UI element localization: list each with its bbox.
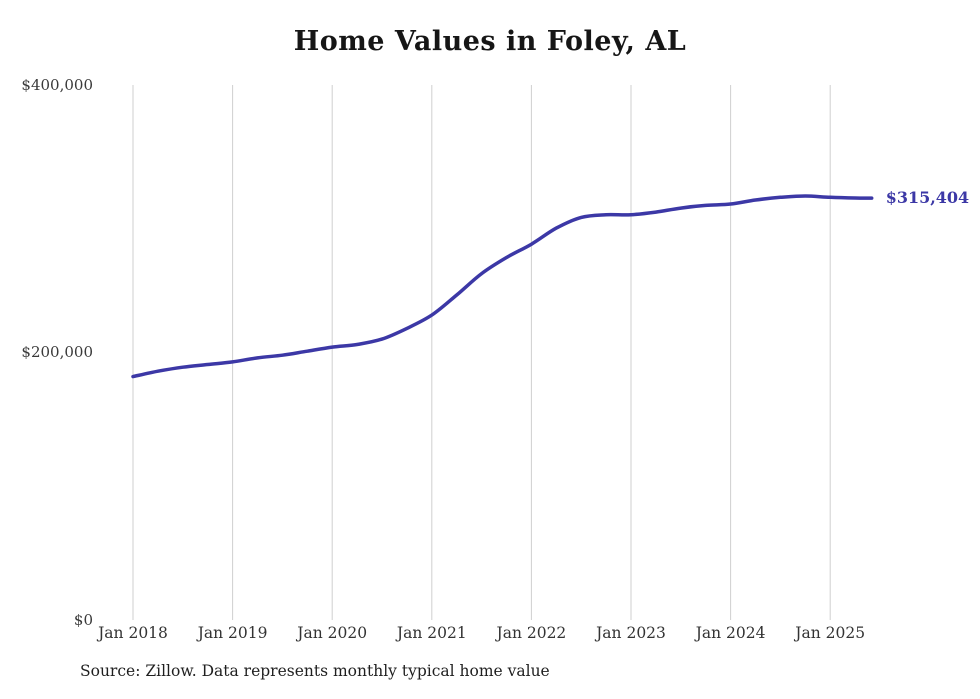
x-tick-label: Jan 2020	[297, 624, 368, 642]
value-line	[131, 194, 874, 379]
x-tick-label: Jan 2025	[795, 624, 866, 642]
x-tick-label: Jan 2019	[197, 624, 268, 642]
gridlines	[132, 85, 831, 620]
x-tick-label: Jan 2018	[98, 624, 168, 642]
x-tick-label: Jan 2022	[496, 624, 567, 642]
y-tick-label-400k: $400,000	[21, 76, 93, 94]
current-value-label: $315,404	[885, 188, 970, 208]
y-tick-label-0: $0	[73, 611, 93, 629]
source-note: Source: Zillow. Data represents monthly …	[80, 662, 550, 680]
x-tick-label: Jan 2023	[596, 624, 666, 642]
y-tick-label-200k: $200,000	[21, 343, 93, 361]
chart-title: Home Values in Foley, AL	[293, 26, 687, 57]
x-tick-label: Jan 2024	[695, 624, 766, 642]
x-tick-label: Jan 2021	[396, 624, 467, 642]
